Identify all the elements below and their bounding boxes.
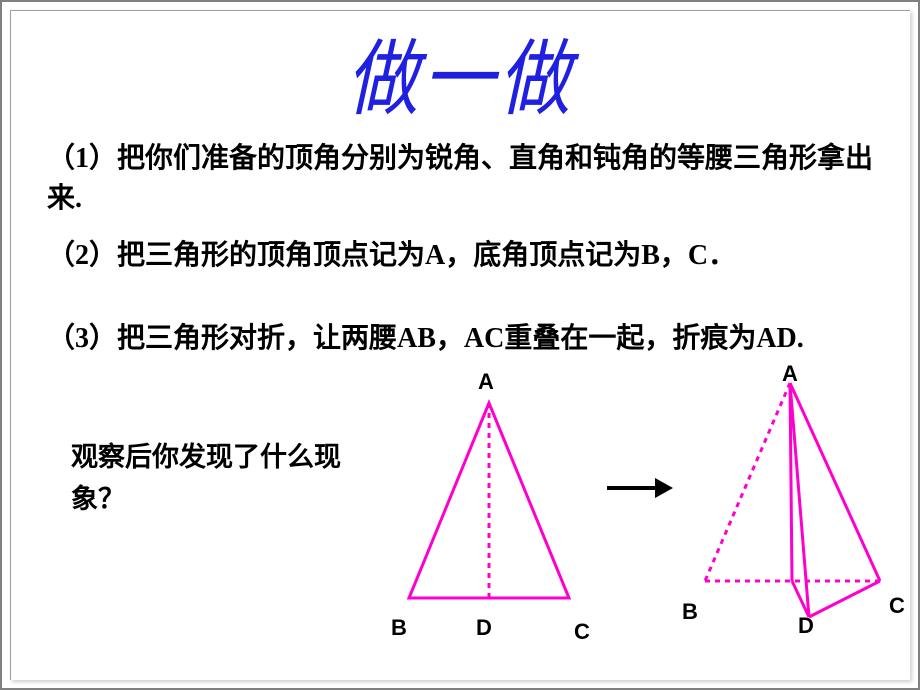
label-tri2-C: C bbox=[889, 593, 905, 619]
observation-question: 观察后你发现了什么现象？ bbox=[71, 436, 366, 520]
triangle-diagram-2 bbox=[685, 361, 915, 651]
label-tri2-A: A bbox=[782, 361, 798, 387]
paragraph-1: （1）把你们准备的顶角分别为锐角、直角和钝角的等腰三角形拿出来. bbox=[47, 139, 900, 219]
paragraph-3: （3）把三角形对折，让两腰AB，AC重叠在一起，折痕为AD. bbox=[47, 319, 900, 359]
slide-panel: 做一做 （1）把你们准备的顶角分别为锐角、直角和钝角的等腰三角形拿出来. （2）… bbox=[10, 10, 910, 680]
triangle-diagram-1 bbox=[379, 373, 599, 643]
label-tri2-D: D bbox=[798, 613, 814, 639]
label-tri1-A: A bbox=[478, 369, 494, 395]
paragraph-2: （2）把三角形的顶角顶点记为A，底角顶点记为B，C． bbox=[47, 236, 900, 276]
label-tri1-D: D bbox=[476, 615, 492, 641]
label-tri1-B: B bbox=[391, 615, 407, 641]
arrow-icon bbox=[605, 473, 673, 503]
label-tri1-C: C bbox=[574, 619, 590, 645]
label-tri2-B: B bbox=[682, 599, 698, 625]
slide-title: 做一做 bbox=[11, 11, 910, 132]
